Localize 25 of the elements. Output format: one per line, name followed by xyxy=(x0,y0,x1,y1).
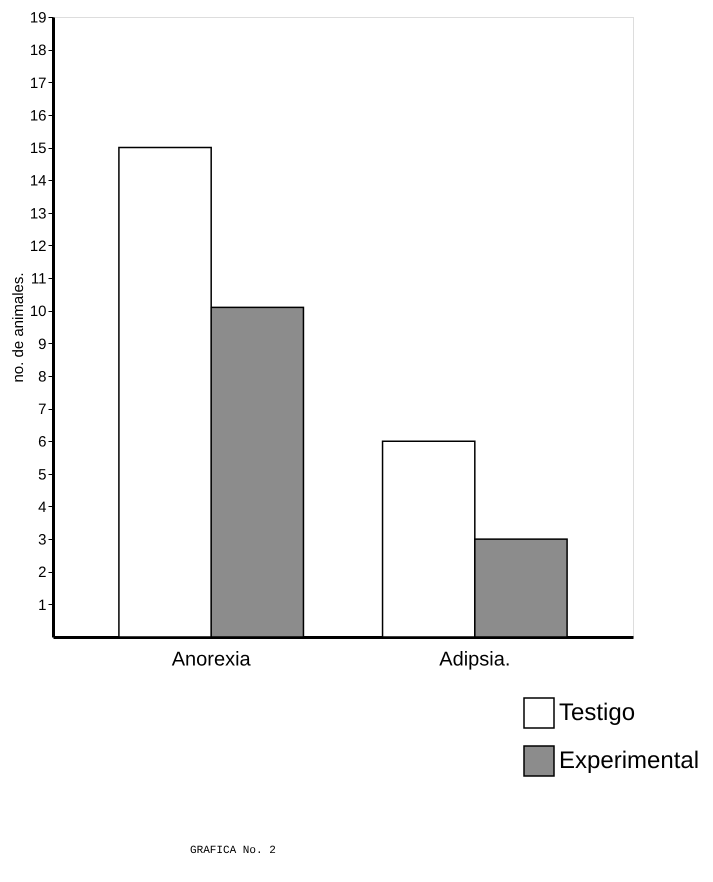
y-tick-label: 11 xyxy=(30,270,46,288)
y-tick-label: 13 xyxy=(30,205,46,222)
y-tick-label: 4 xyxy=(38,498,46,516)
x-tick-label: Anorexia xyxy=(172,648,252,670)
y-tick-label: 18 xyxy=(30,42,46,60)
text: GRAFICA No. 2 xyxy=(190,845,276,857)
y-tick-label: 7 xyxy=(38,401,46,418)
y-tick-label: 9 xyxy=(38,336,46,353)
y-tick-label: 14 xyxy=(30,172,46,190)
y-tick-label: 12 xyxy=(30,238,46,255)
legend-label: Testigo xyxy=(559,699,636,726)
y-tick-label: 8 xyxy=(38,368,46,386)
y-axis-title: no. de animales. xyxy=(10,272,27,383)
x-tick-label: Adipsia. xyxy=(439,648,510,670)
y-tick-label: 10 xyxy=(30,303,46,320)
legend-label: Experimental xyxy=(559,747,700,774)
y-tick-label: 15 xyxy=(30,140,46,158)
y-tick-label: 16 xyxy=(30,107,46,124)
y-tick-label: 1 xyxy=(38,596,46,614)
y-tick-label: 2 xyxy=(38,564,46,582)
y-tick-label: 19 xyxy=(30,10,46,26)
y-tick-label: 5 xyxy=(38,466,46,484)
y-tick-label: 3 xyxy=(38,532,46,549)
y-tick-label: 6 xyxy=(38,434,46,451)
y-tick-label: 17 xyxy=(30,74,46,92)
